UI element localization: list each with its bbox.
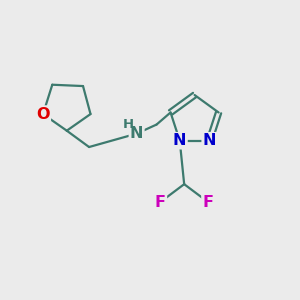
Text: O: O [36,106,50,122]
Text: N: N [130,126,143,141]
Text: H: H [123,118,134,131]
Text: N: N [203,133,216,148]
Text: F: F [155,194,166,209]
Text: F: F [202,194,214,209]
Text: N: N [173,133,187,148]
